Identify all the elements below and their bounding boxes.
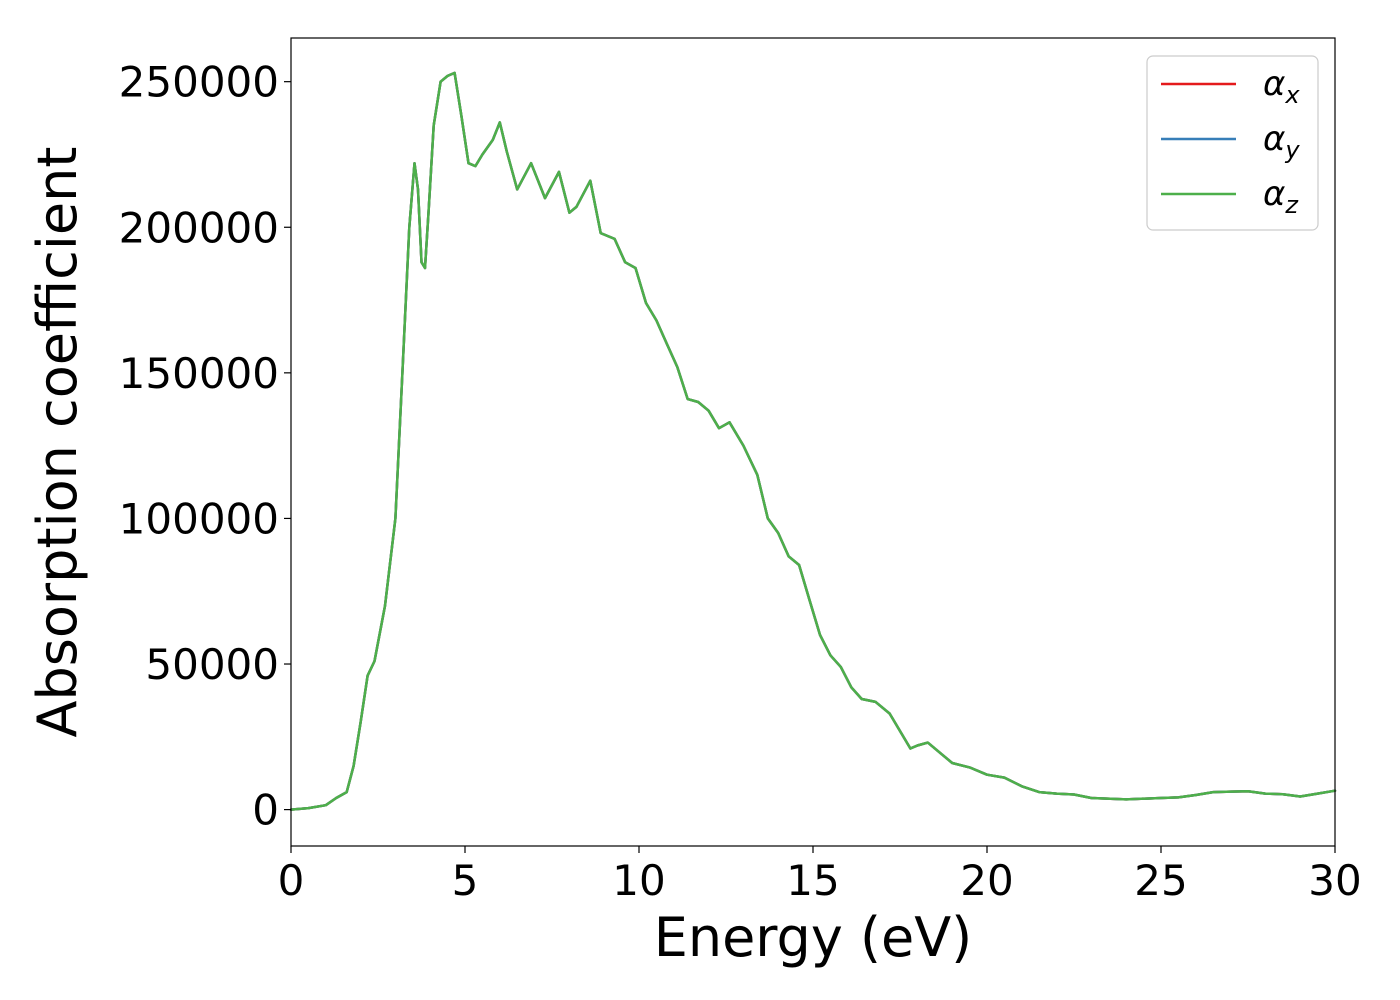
- y-tick-label: 0: [252, 786, 279, 835]
- y-tick-label: 100000: [119, 494, 279, 543]
- y-tick-label: 250000: [119, 58, 279, 107]
- legend-label-x: αx: [1263, 64, 1300, 109]
- legend-label-y: αy: [1263, 119, 1300, 164]
- x-tick-label: 5: [452, 856, 479, 905]
- legend-label-z: αz: [1263, 174, 1299, 219]
- y-tick-label: 150000: [119, 349, 279, 398]
- x-tick-label: 0: [278, 856, 305, 905]
- y-axis-ticks: 0 50000 100000 150000 200000 250000: [119, 58, 291, 835]
- x-tick-label: 10: [612, 856, 665, 905]
- x-tick-label: 30: [1308, 856, 1361, 905]
- y-axis-label: Absorption coefficient: [26, 147, 89, 738]
- x-tick-label: 15: [786, 856, 839, 905]
- legend-box: [1146, 55, 1319, 231]
- x-tick-label: 25: [1134, 856, 1187, 905]
- legend: αx αy αz: [1146, 55, 1319, 231]
- series-layer: [289, 71, 1337, 811]
- y-tick-label: 50000: [145, 640, 279, 689]
- x-tick-label: 20: [960, 856, 1013, 905]
- x-axis-label: Energy (eV): [654, 906, 973, 969]
- series-line-z: [289, 71, 1337, 811]
- y-tick-label: 200000: [119, 203, 279, 252]
- x-axis-ticks: 0 5 10 15 20 25 30: [278, 846, 1362, 905]
